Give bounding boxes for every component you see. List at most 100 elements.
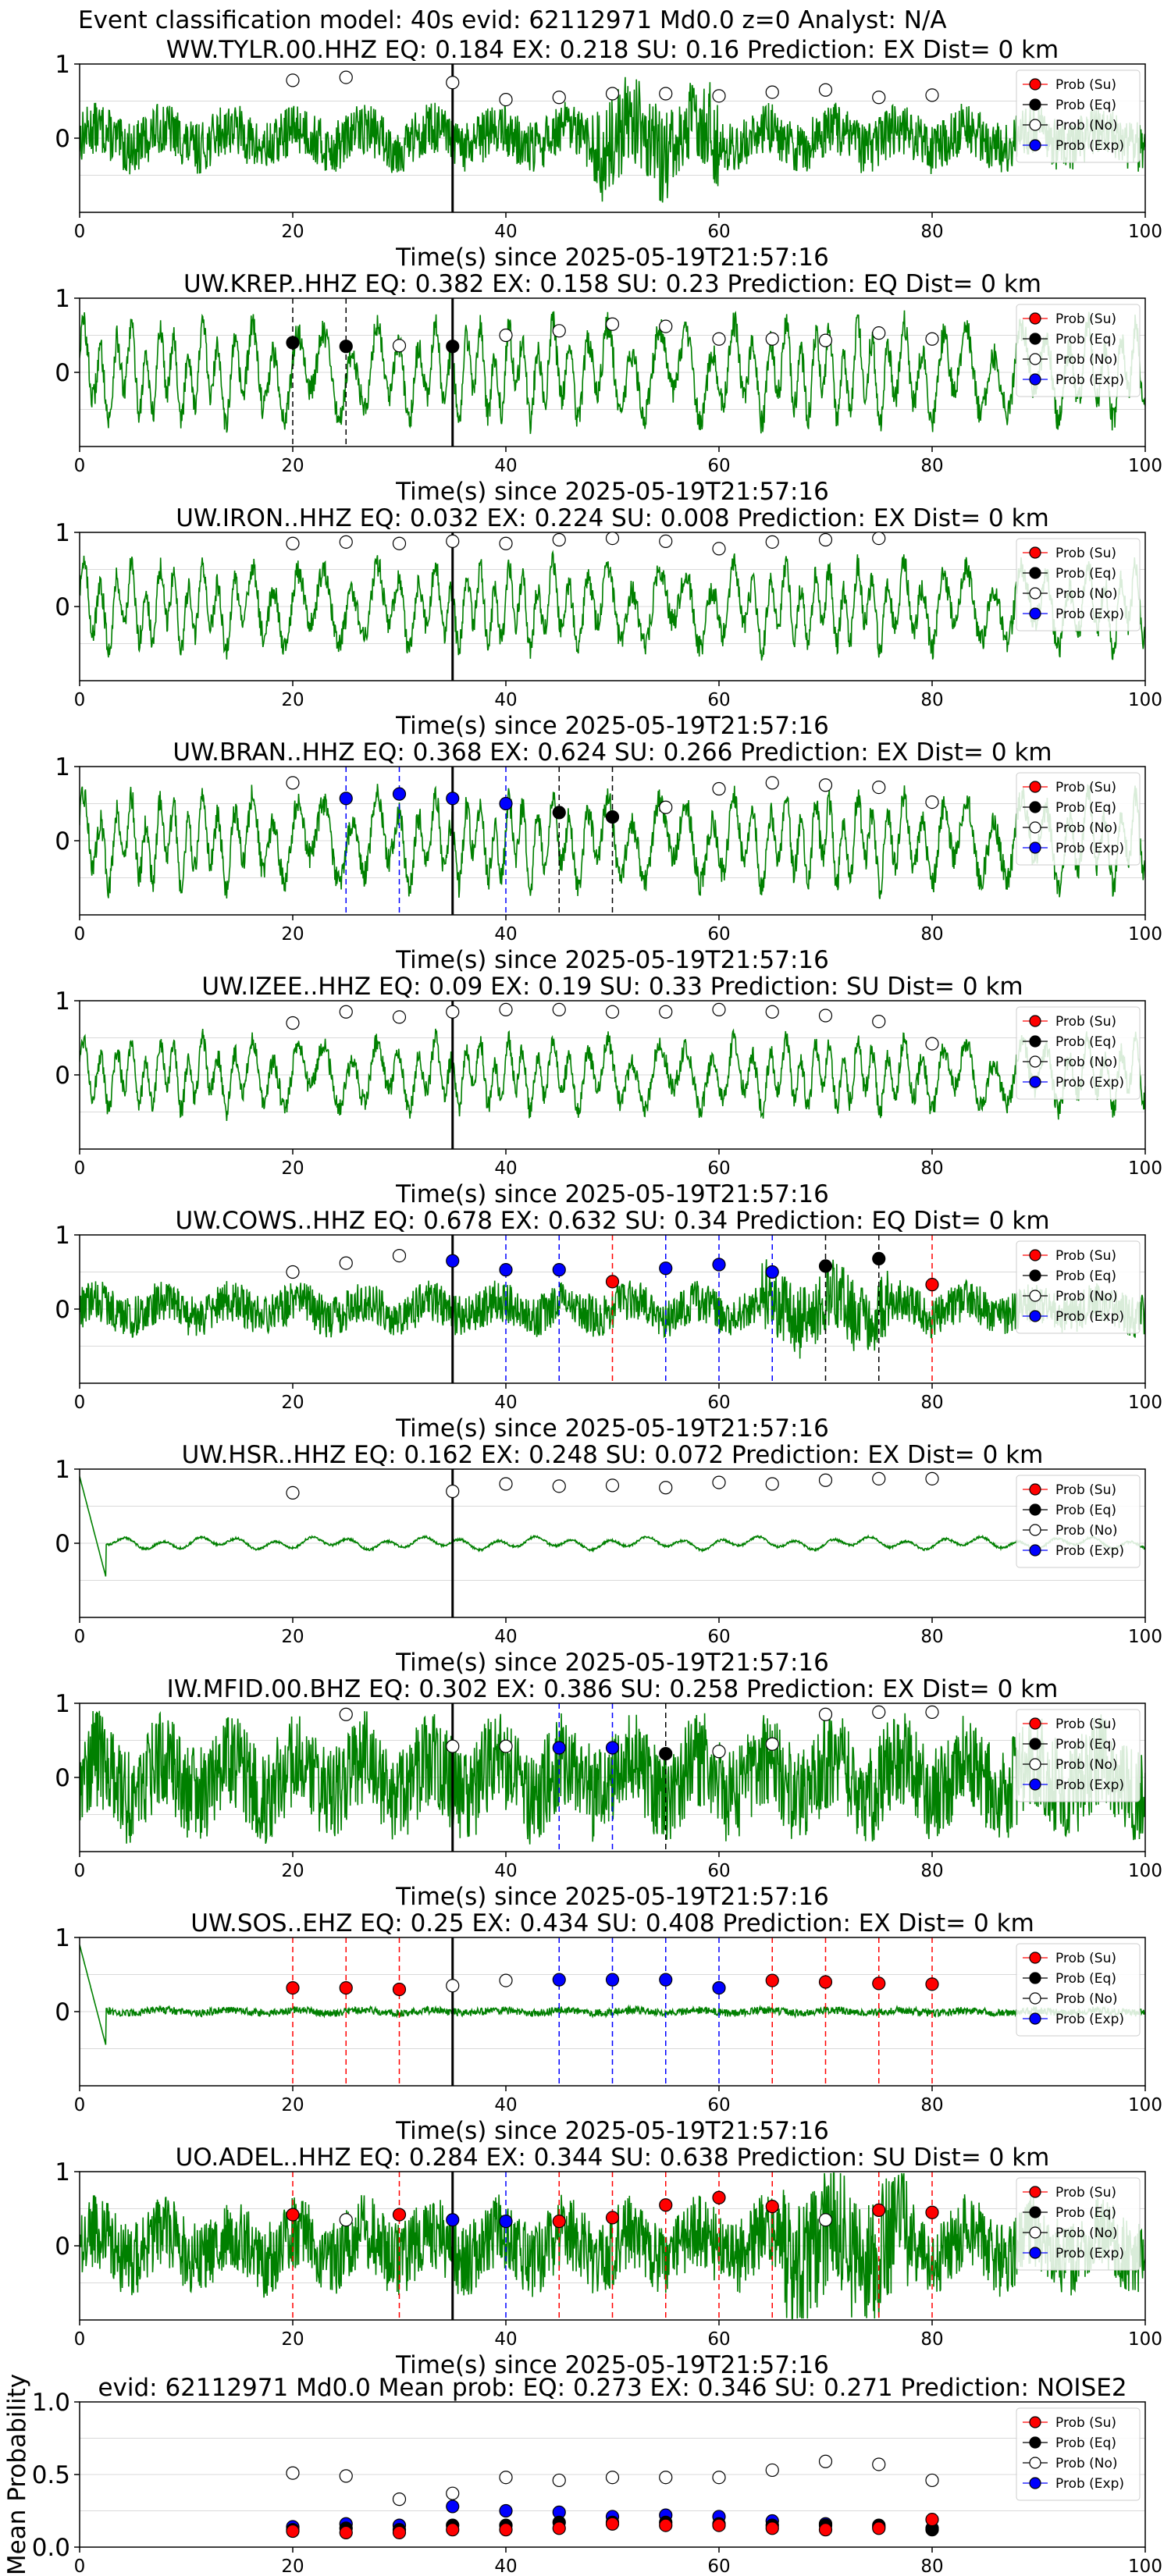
prob-point-no [552, 91, 566, 105]
legend-marker-eq [1029, 1503, 1041, 1516]
legend-label: Prob (Eq) [1055, 1034, 1116, 1050]
x-tick-label: 0 [74, 690, 86, 710]
legend-label: Prob (Exp) [1055, 2012, 1124, 2027]
mean-point-su [446, 2523, 460, 2537]
legend-marker-su [1029, 1015, 1041, 1027]
mean-point-exp [446, 2500, 460, 2514]
legend-label: Prob (Su) [1055, 1951, 1116, 1966]
x-tick-label: 80 [920, 2329, 943, 2350]
legend: Prob (Su) Prob (Eq) Prob (No) Prob (Exp) [1016, 538, 1141, 632]
x-tick-label: 40 [494, 2095, 517, 2115]
x-tick-label: 80 [920, 1158, 943, 1179]
legend-marker-no [1029, 1758, 1041, 1770]
prob-point-su [286, 1981, 300, 1995]
chart-panel-4: 0 20 40 60 80 100 0 1 UW.IZEE..HHZ EQ: 0.09 EX: … [55, 973, 1162, 1208]
waveform-trace [80, 310, 1145, 434]
panel-title: UW.IRON..HHZ EQ: 0.032 EX: 0.224 SU: 0.0… [176, 504, 1049, 532]
x-tick-label: 20 [281, 1393, 304, 1413]
legend-marker-su [1029, 2416, 1041, 2428]
y-tick-label: 0.0 [32, 2534, 70, 2562]
prob-point-no [818, 83, 833, 97]
legend-marker-no [1029, 1055, 1041, 1068]
legend-label: Prob (No) [1055, 1055, 1118, 1070]
prob-point-no [446, 1484, 460, 1499]
prob-point-no [872, 1705, 886, 1719]
legend: Prob (Su) Prob (Eq) Prob (No) Prob (Exp) [1016, 1475, 1141, 1568]
mean-point-su [286, 2524, 300, 2539]
y-tick-label: 1 [55, 1690, 70, 1718]
x-tick-label: 0 [74, 924, 86, 945]
legend-label: Prob (Exp) [1055, 2476, 1124, 2492]
legend-label: Prob (Su) [1055, 1482, 1116, 1498]
legend-marker-no [1029, 119, 1041, 131]
prob-point-exp [446, 792, 460, 806]
mean-point-su [499, 2523, 513, 2537]
x-tick-label: 100 [1128, 222, 1162, 242]
prob-point-su [659, 2198, 673, 2212]
prob-point-no [872, 326, 886, 340]
prob-point-su [765, 2200, 779, 2214]
prob-point-exp [552, 1973, 566, 1987]
legend-marker-exp [1029, 1778, 1041, 1791]
panel-title: UW.KREP..HHZ EQ: 0.382 EX: 0.158 SU: 0.2… [183, 270, 1041, 298]
mean-point-no [765, 2463, 779, 2478]
legend-marker-exp [1029, 841, 1041, 854]
legend-box [1016, 538, 1141, 632]
prob-point-no [446, 1979, 460, 1993]
x-tick-label: 80 [920, 2556, 943, 2576]
legend-marker-eq [1029, 98, 1041, 111]
panel-title: UW.SOS..EHZ EQ: 0.25 EX: 0.434 SU: 0.408… [190, 1909, 1034, 1937]
mean-point-su [925, 2513, 939, 2527]
mean-point-su [339, 2525, 353, 2539]
legend-label: Prob (No) [1055, 2456, 1118, 2471]
legend-marker-eq [1029, 1035, 1041, 1048]
prob-point-no [818, 532, 833, 547]
legend: Prob (Su) Prob (Eq) Prob (No) Prob (Exp) [1016, 772, 1141, 866]
panel-title: evid: 62112971 Md0.0 Mean prob: EQ: 0.27… [98, 2374, 1127, 2402]
x-tick-label: 80 [920, 222, 943, 242]
legend: Prob (Su) Prob (Eq) Prob (No) Prob (Exp) [1016, 69, 1141, 163]
x-tick-label: 20 [281, 222, 304, 242]
waveform-trace [80, 550, 1145, 661]
mean-point-su [765, 2521, 779, 2535]
x-tick-label: 40 [494, 1158, 517, 1179]
prob-point-no [605, 1005, 620, 1019]
prob-point-no [765, 535, 779, 549]
chart-panel-9: 0 20 40 60 80 100 0 1 UO.ADEL..HHZ EQ: 0.284 EX:… [55, 2144, 1162, 2379]
x-axis-label: Time(s) since 2025-05-19T21:57:16 [395, 244, 829, 272]
x-tick-label: 0 [74, 2556, 86, 2576]
x-tick-label: 100 [1128, 690, 1162, 710]
chart-panel-3: 0 20 40 60 80 100 0 1 UW.BRAN..HHZ EQ: 0.368 EX:… [55, 738, 1162, 974]
prob-point-eq [286, 336, 300, 350]
legend-label: Prob (Eq) [1055, 1971, 1116, 1987]
legend-marker-su [1029, 1483, 1041, 1496]
prob-point-no [925, 88, 939, 102]
y-tick-label: 1 [55, 753, 70, 781]
legend-label: Prob (Exp) [1055, 372, 1124, 388]
prob-point-no [659, 319, 673, 333]
mean-point-su [392, 2525, 407, 2539]
prob-point-no [552, 532, 566, 547]
y-tick-label: 0.5 [32, 2461, 70, 2489]
prob-point-eq [659, 1747, 673, 1761]
legend-box [1016, 69, 1141, 163]
legend-label: Prob (Su) [1055, 1717, 1116, 1732]
prob-point-su [286, 2208, 300, 2222]
prob-point-su [605, 1275, 620, 1289]
y-tick-label: 0 [55, 1530, 70, 1558]
prob-point-no [925, 795, 939, 809]
legend-label: Prob (Su) [1055, 1014, 1116, 1030]
legend-label: Prob (Su) [1055, 77, 1116, 93]
prob-point-no [446, 76, 460, 90]
prob-point-no [286, 73, 300, 87]
prob-point-no [765, 332, 779, 346]
prob-point-no [818, 2213, 833, 2227]
mean-point-no [392, 2492, 407, 2507]
chart-panel-8: 0 20 40 60 80 100 0 1 UW.SOS..EHZ EQ: 0.25 EX: 0… [55, 1909, 1162, 2145]
legend-marker-eq [1029, 333, 1041, 345]
prob-point-no [872, 1471, 886, 1485]
prob-point-no [712, 89, 726, 103]
legend-marker-exp [1029, 139, 1041, 151]
prob-point-no [925, 332, 939, 346]
y-tick-label: 1 [55, 285, 70, 313]
